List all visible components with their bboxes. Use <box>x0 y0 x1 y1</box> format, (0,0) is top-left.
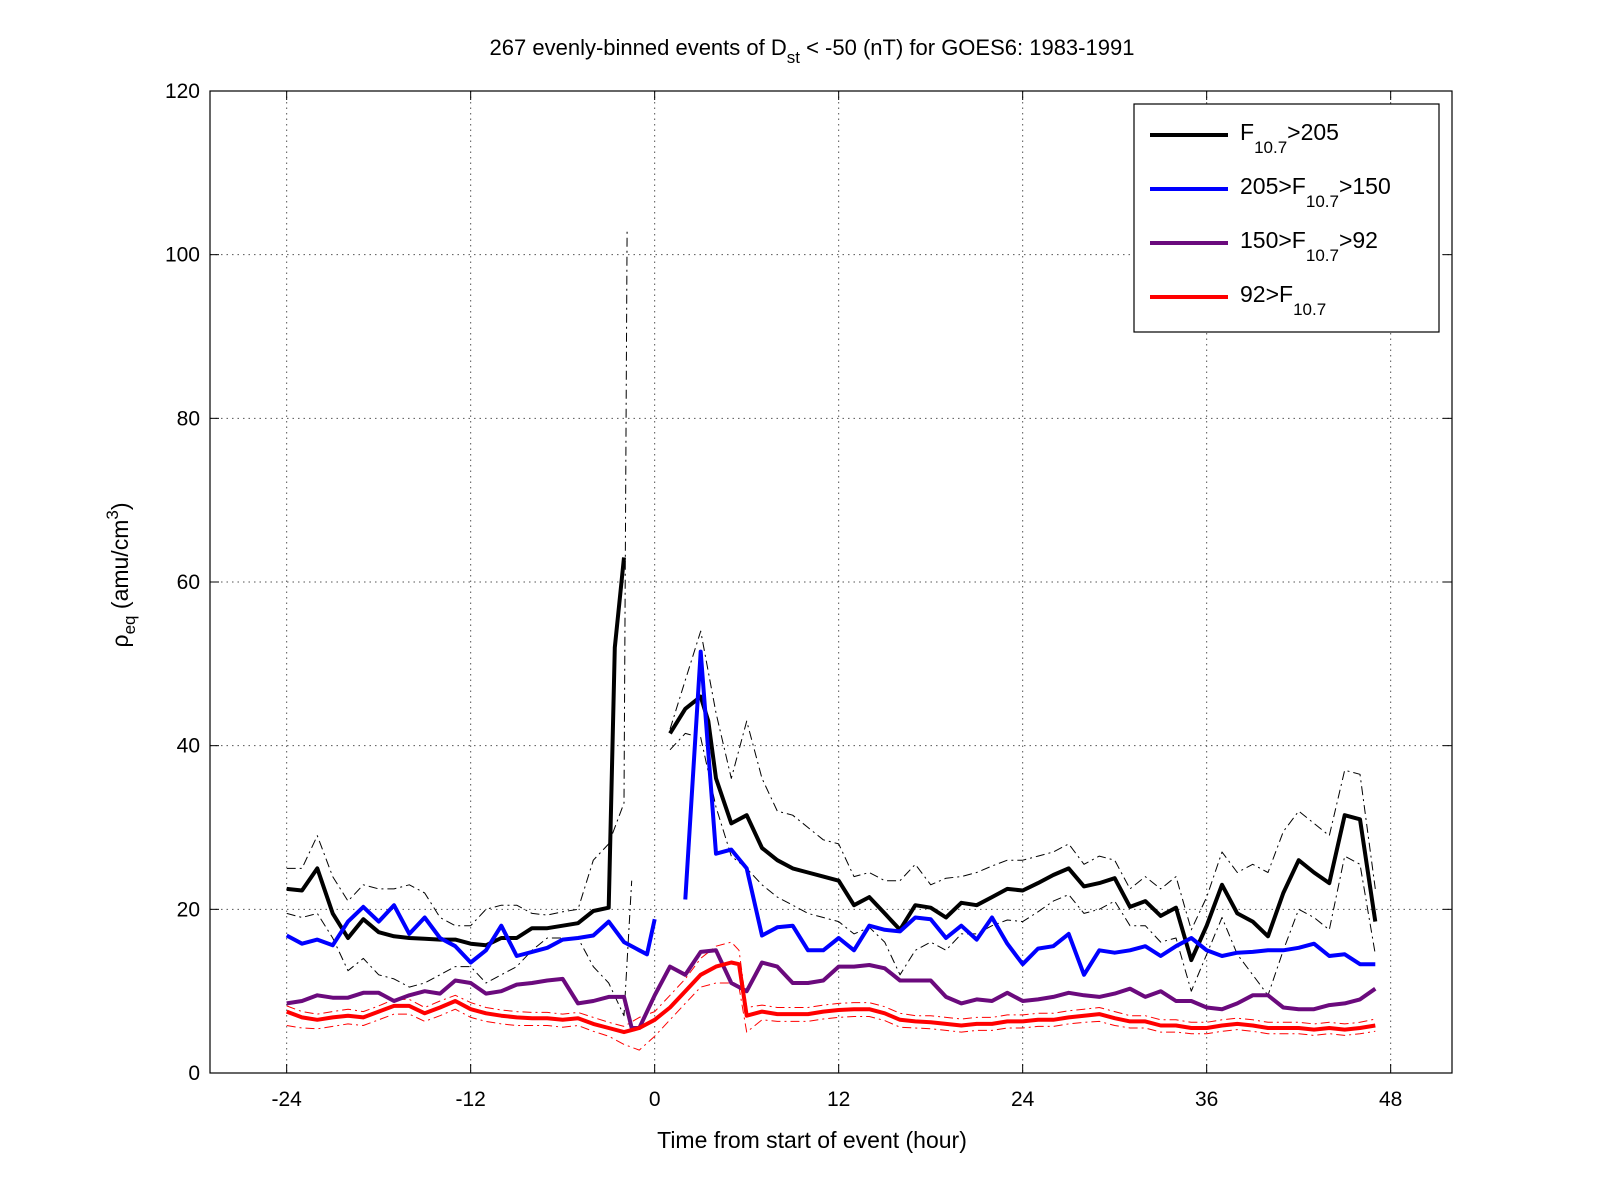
legend-box <box>1133 103 1440 333</box>
series-line-2-seg-0 <box>286 948 1377 1030</box>
bound-line-4 <box>286 941 1376 1027</box>
y-tick-label: 40 <box>177 735 200 758</box>
y-tick-label: 100 <box>165 244 200 267</box>
bound-line-2 <box>669 630 1376 931</box>
confidence-bounds <box>286 230 1376 1051</box>
x-tick-label: 0 <box>649 1088 661 1111</box>
bound-line-1 <box>286 880 633 1017</box>
series-line-1-seg-1 <box>683 649 1376 977</box>
axis-ticks: -24 -12 0 12 24 36 48 0 20 40 60 80 100 120 <box>165 80 1452 1111</box>
series-line-0-seg-0 <box>286 557 626 948</box>
y-axis-label: ρeq (amu/cm3) <box>103 503 139 648</box>
series-line-0-seg-1 <box>668 694 1378 963</box>
series-line-1-seg-0 <box>285 903 657 965</box>
legend-label-2: 150>F10.7>92 <box>1240 227 1378 265</box>
legend-label-0: F10.7>205 <box>1240 119 1339 157</box>
legend-label-1: 205>F10.7>150 <box>1240 173 1391 211</box>
series-line-3-seg-0 <box>285 960 1376 1035</box>
x-tick-label: 48 <box>1379 1088 1402 1111</box>
legend: F10.7>205 205>F10.7>150 150>F10.7>92 92>F10… <box>1133 103 1440 333</box>
y-tick-label: 120 <box>165 80 200 103</box>
y-tick-label: 80 <box>177 407 200 430</box>
x-axis-label: Time from start of event (hour) <box>657 1127 967 1153</box>
y-tick-label: 0 <box>188 1062 200 1085</box>
x-tick-label: -24 <box>271 1088 302 1111</box>
bound-line-3 <box>669 732 1376 996</box>
x-tick-label: 24 <box>1011 1088 1035 1111</box>
y-tick-label: 20 <box>177 898 200 921</box>
x-tick-label: -12 <box>455 1088 485 1111</box>
bound-line-0 <box>286 230 628 927</box>
x-tick-label: 36 <box>1195 1088 1218 1111</box>
bound-line-5 <box>286 982 1376 1051</box>
y-tick-label: 60 <box>177 571 200 594</box>
series-lines <box>285 557 1378 1035</box>
chart-title: 267 evenly-binned events of Dst < -50 (n… <box>490 35 1135 67</box>
legend-label-3: 92>F10.7 <box>1240 281 1326 319</box>
x-tick-label: 12 <box>827 1088 850 1111</box>
